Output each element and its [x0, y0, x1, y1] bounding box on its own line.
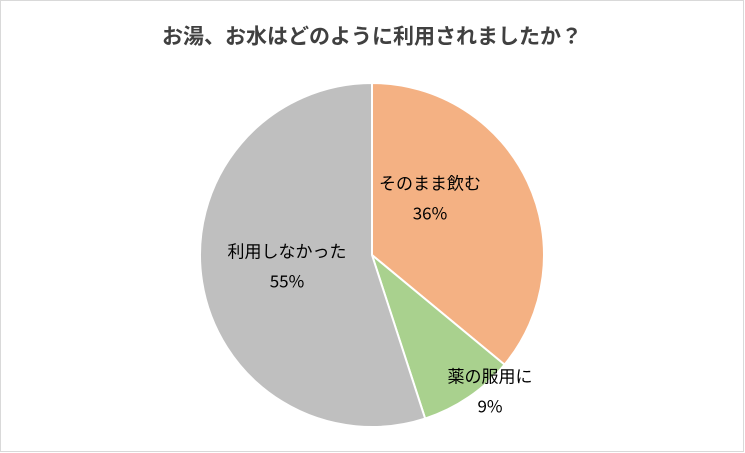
- pie-slice: [199, 81, 427, 428]
- slice-value-label: 36%: [413, 200, 448, 225]
- slice-category-label: 薬の服用に: [448, 363, 533, 388]
- slice-category-label: 利用しなかった: [228, 238, 347, 263]
- pie-slice: [369, 252, 506, 420]
- chart-title: お湯、お水はどのように利用されましたか？: [162, 21, 582, 51]
- pie-slice: [371, 81, 545, 367]
- slice-value-label: 55%: [270, 268, 305, 293]
- slice-category-label: そのまま飲む: [379, 170, 481, 195]
- slice-value-label: 9%: [477, 393, 502, 418]
